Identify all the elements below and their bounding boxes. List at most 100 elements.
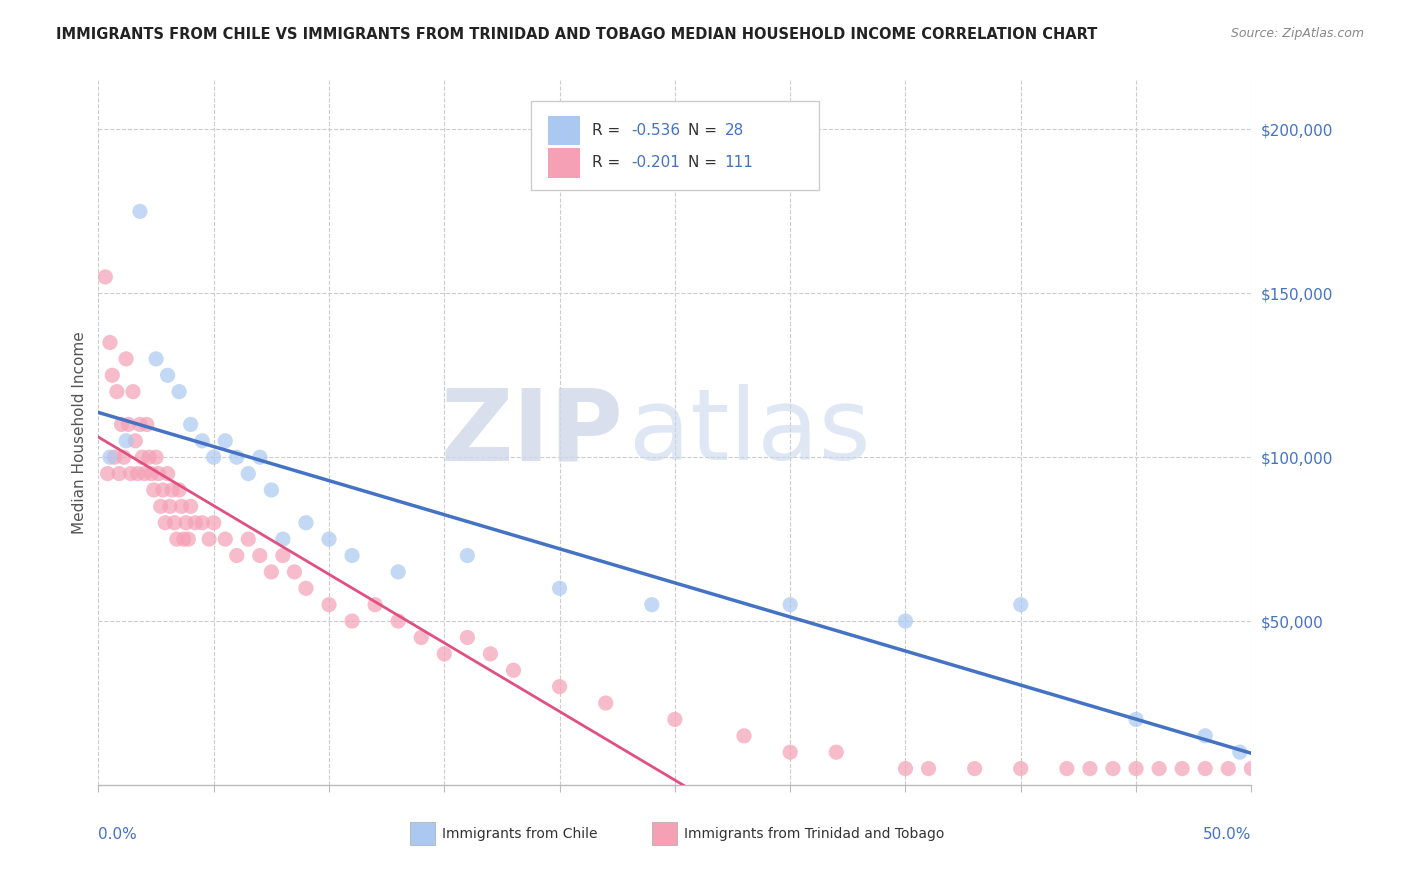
Point <box>479 647 502 661</box>
Point <box>120 467 142 481</box>
Point <box>129 417 152 432</box>
Text: Immigrants from Trinidad and Tobago: Immigrants from Trinidad and Tobago <box>685 827 945 840</box>
Point <box>149 500 172 514</box>
Point <box>1402 762 1406 776</box>
Point <box>1147 762 1170 776</box>
Point <box>249 450 271 465</box>
Text: N =: N = <box>688 123 721 137</box>
Text: atlas: atlas <box>628 384 870 481</box>
Point <box>167 384 190 399</box>
Bar <box>409 822 434 845</box>
Text: -0.536: -0.536 <box>631 123 681 137</box>
Point <box>124 434 146 448</box>
Point <box>1010 598 1032 612</box>
Point <box>1125 713 1147 727</box>
Point <box>105 384 128 399</box>
Text: Source: ZipAtlas.com: Source: ZipAtlas.com <box>1230 27 1364 40</box>
Point <box>1333 762 1355 776</box>
Point <box>1194 729 1216 743</box>
Point <box>1286 762 1309 776</box>
Point <box>122 384 145 399</box>
Point <box>135 417 157 432</box>
Point <box>1056 762 1078 776</box>
Point <box>159 500 181 514</box>
Point <box>110 417 132 432</box>
Point <box>163 516 186 530</box>
Point <box>117 417 139 432</box>
Text: N =: N = <box>688 155 721 170</box>
FancyBboxPatch shape <box>531 102 820 189</box>
Point <box>214 434 236 448</box>
Point <box>433 647 456 661</box>
Point <box>456 549 478 563</box>
Point <box>1171 762 1194 776</box>
Point <box>180 417 202 432</box>
Bar <box>548 148 581 178</box>
Point <box>963 762 986 776</box>
Point <box>238 532 260 546</box>
Point <box>98 335 121 350</box>
Point <box>502 663 524 677</box>
Point <box>184 516 207 530</box>
Point <box>98 450 121 465</box>
Point <box>779 745 801 759</box>
Point <box>733 729 755 743</box>
Point <box>295 516 318 530</box>
Text: Immigrants from Chile: Immigrants from Chile <box>441 827 598 840</box>
Point <box>129 204 152 219</box>
Point <box>167 483 190 497</box>
Point <box>202 516 225 530</box>
Point <box>166 532 188 546</box>
Point <box>295 582 318 596</box>
Point <box>145 351 167 366</box>
Point <box>174 516 197 530</box>
Text: -0.201: -0.201 <box>631 155 681 170</box>
Point <box>141 467 163 481</box>
Point <box>271 532 294 546</box>
Point <box>271 549 294 563</box>
Point <box>198 532 221 546</box>
Point <box>340 549 363 563</box>
Point <box>1229 745 1251 759</box>
Point <box>779 598 801 612</box>
Text: IMMIGRANTS FROM CHILE VS IMMIGRANTS FROM TRINIDAD AND TOBAGO MEDIAN HOUSEHOLD IN: IMMIGRANTS FROM CHILE VS IMMIGRANTS FROM… <box>56 27 1098 42</box>
Point <box>1263 762 1285 776</box>
Point <box>177 532 200 546</box>
Point <box>138 450 160 465</box>
Point <box>249 549 271 563</box>
Point <box>340 614 363 628</box>
Point <box>260 483 283 497</box>
Text: R =: R = <box>592 123 626 137</box>
Point <box>160 483 183 497</box>
Point <box>145 450 167 465</box>
Point <box>127 467 149 481</box>
Point <box>152 483 174 497</box>
Point <box>894 614 917 628</box>
Point <box>191 516 214 530</box>
Point <box>1355 762 1378 776</box>
Point <box>115 434 138 448</box>
Point <box>318 532 340 546</box>
Point <box>155 516 177 530</box>
Text: 111: 111 <box>724 155 754 170</box>
Text: 0.0%: 0.0% <box>98 827 138 842</box>
Point <box>894 762 917 776</box>
Text: 28: 28 <box>724 123 744 137</box>
Y-axis label: Median Household Income: Median Household Income <box>72 331 87 534</box>
Point <box>180 500 202 514</box>
Point <box>1309 762 1331 776</box>
Point <box>1240 762 1263 776</box>
Text: R =: R = <box>592 155 626 170</box>
Point <box>191 434 214 448</box>
Point <box>94 269 117 284</box>
Point <box>283 565 305 579</box>
Point <box>1125 762 1147 776</box>
Point <box>595 696 617 710</box>
Bar <box>548 115 581 145</box>
Point <box>260 565 283 579</box>
Point <box>917 762 939 776</box>
Point <box>318 598 340 612</box>
Point <box>548 582 571 596</box>
Point <box>456 631 478 645</box>
Text: ZIP: ZIP <box>440 384 623 481</box>
